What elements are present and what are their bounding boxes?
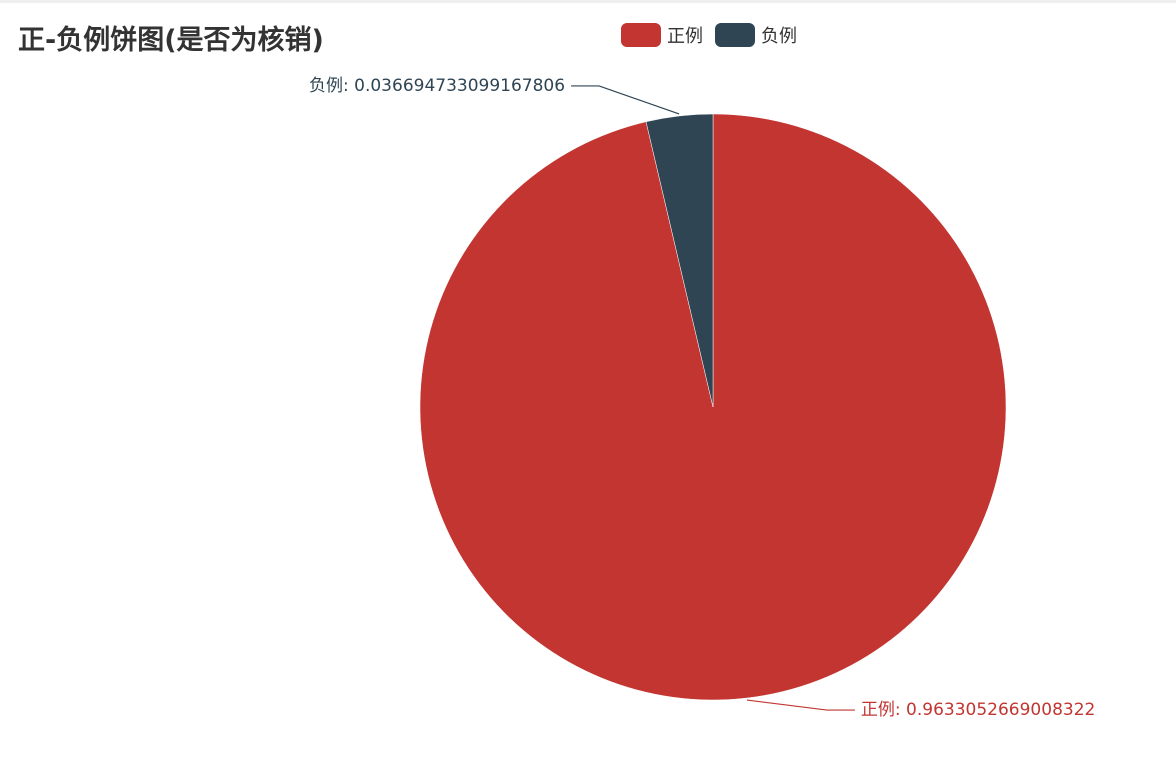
legend-item-negative[interactable]: 负例 [715, 22, 797, 48]
legend-swatch-negative [715, 23, 755, 47]
legend-item-positive[interactable]: 正例 [621, 22, 703, 48]
legend: 正例 负例 [621, 22, 797, 48]
legend-label-positive: 正例 [667, 26, 703, 47]
label-line-negative [571, 85, 680, 115]
chart-title: 正-负例饼图(是否为核销) [18, 25, 324, 56]
label-line-positive [746, 699, 855, 711]
legend-swatch-positive [621, 23, 661, 47]
slice-label-positive: 正例: 0.9633052669008322 [861, 700, 1095, 720]
top-divider [0, 0, 1176, 3]
pie-slice-negative[interactable] [645, 113, 714, 408]
slice-label-negative: 负例: 0.036694733099167806 [309, 76, 565, 96]
legend-label-negative: 负例 [761, 26, 797, 47]
